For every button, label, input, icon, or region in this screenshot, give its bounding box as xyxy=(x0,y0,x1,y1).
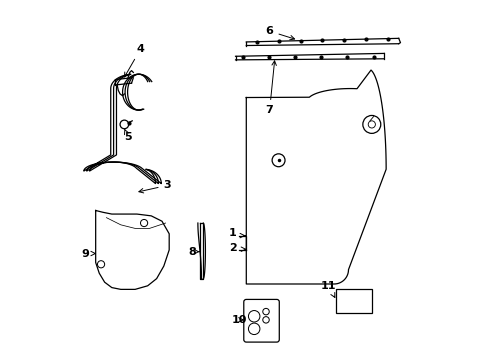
Text: 2: 2 xyxy=(229,243,236,253)
Text: 9: 9 xyxy=(81,248,95,258)
Text: 7: 7 xyxy=(265,61,276,115)
Text: 5: 5 xyxy=(124,129,131,142)
Text: 6: 6 xyxy=(265,26,294,40)
Text: 11: 11 xyxy=(320,281,336,297)
Text: 3: 3 xyxy=(139,180,171,193)
Text: 8: 8 xyxy=(188,247,199,257)
Text: 10: 10 xyxy=(231,315,246,325)
Text: 1: 1 xyxy=(229,229,236,238)
Bar xyxy=(335,289,371,313)
Text: 4: 4 xyxy=(124,44,144,77)
